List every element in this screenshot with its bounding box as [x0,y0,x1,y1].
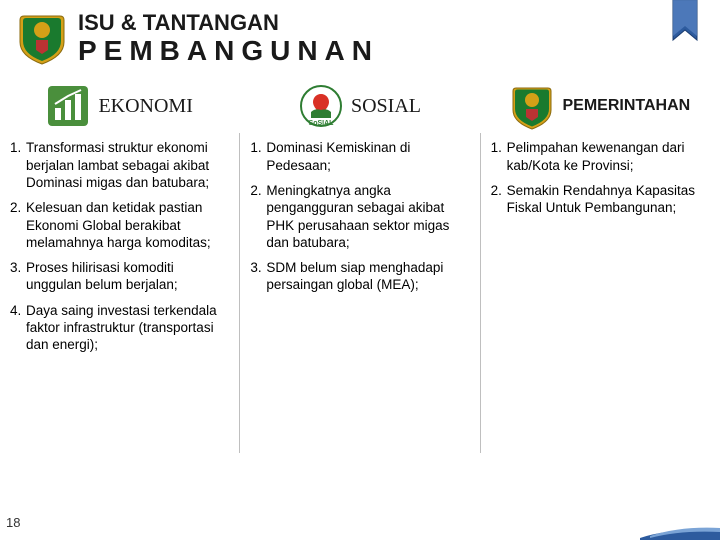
list-item: 2.Meningkatnya angka pengangguran sebaga… [250,182,469,251]
title-line2: PEMBANGUNAN [78,35,379,67]
slide-header: ISU & TANTANGAN PEMBANGUNAN [0,0,720,75]
province-shield-icon [18,12,66,66]
list-item: 1.Pelimpahan kewenangan dari kab/Kota ke… [491,139,710,174]
slide-title: ISU & TANTANGAN PEMBANGUNAN [78,10,379,67]
column-title-pemerintahan: PEMERINTAHAN [562,97,690,115]
column-body-sosial: 1.Dominasi Kemiskinan di Pedesaan; 2.Men… [240,139,479,301]
column-header-sosial: SoSIAL SOSIAL [248,79,471,133]
list-item: 3.Proses hilirisasi komoditi unggulan be… [10,259,229,294]
chart-icon [46,84,90,128]
page-number: 18 [6,515,20,530]
column-title-ekonomi: EKONOMI [98,95,192,118]
column-header-pemerintahan: PEMERINTAHAN [489,79,712,133]
list-item: 4.Daya saing investasi terkendala faktor… [10,302,229,354]
list-item: 1.Dominasi Kemiskinan di Pedesaan; [250,139,469,174]
shield-small-icon [510,84,554,128]
list-item: 2.Kelesuan dan ketidak pastian Ekonomi G… [10,199,229,251]
column-body-pemerintahan: 1.Pelimpahan kewenangan dari kab/Kota ke… [481,139,720,224]
column-body-ekonomi: 1.Transformasi struktur ekonomi berjalan… [0,139,239,361]
list-item: 2.Semakin Rendahnya Kapasitas Fiskal Unt… [491,182,710,217]
footer-accent-icon [640,526,720,540]
column-pemerintahan: PEMERINTAHAN 1.Pelimpahan kewenangan dar… [481,79,720,224]
social-icon: SoSIAL [299,84,343,128]
list-item: 1.Transformasi struktur ekonomi berjalan… [10,139,229,191]
columns-container: EKONOMI 1.Transformasi struktur ekonomi … [0,75,720,453]
column-ekonomi: EKONOMI 1.Transformasi struktur ekonomi … [0,79,239,361]
svg-text:SoSIAL: SoSIAL [309,120,335,127]
title-line1: ISU & TANTANGAN [78,10,379,35]
list-item: 3.SDM belum siap menghadapi persaingan g… [250,259,469,294]
column-title-sosial: SOSIAL [351,95,421,118]
column-header-ekonomi: EKONOMI [8,79,231,133]
bookmark-icon [672,0,698,48]
column-sosial: SoSIAL SOSIAL 1.Dominasi Kemiskinan di P… [240,79,479,301]
